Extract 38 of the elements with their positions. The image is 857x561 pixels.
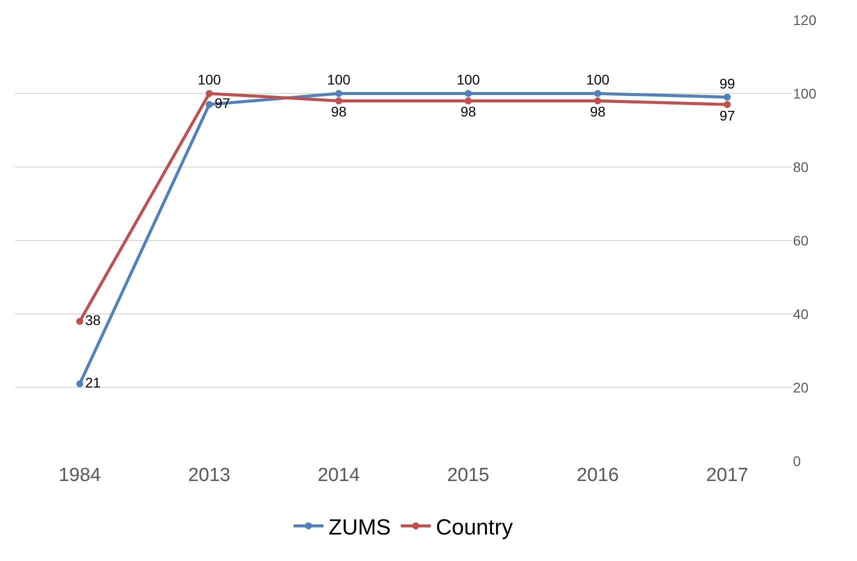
y-tick-label: 20 [793, 379, 809, 396]
y-tick-label: 40 [793, 306, 809, 322]
point [76, 380, 84, 388]
data-label: 97 [719, 107, 736, 124]
data-label: 98 [330, 104, 347, 120]
point [206, 101, 213, 108]
point [206, 90, 213, 97]
data-label: 100 [327, 72, 351, 88]
point [594, 97, 602, 104]
data-label: 38 [85, 312, 101, 328]
data-label: 98 [460, 104, 476, 120]
point [335, 97, 342, 104]
legend-label: ZUMS [328, 514, 391, 540]
x-tick-label: 2015 [447, 465, 490, 486]
point [464, 97, 472, 104]
point [76, 318, 84, 325]
legend-label: Country [436, 514, 513, 540]
point [594, 90, 602, 97]
x-tick-label: 2013 [188, 465, 230, 486]
data-label: 21 [85, 374, 101, 390]
point [335, 90, 342, 97]
data-label: 100 [198, 72, 222, 88]
y-tick-label: 60 [793, 232, 809, 248]
y-tick-label: 0 [793, 452, 801, 469]
point [724, 101, 731, 108]
data-label: 98 [590, 104, 606, 120]
data-label: 100 [586, 72, 610, 88]
x-tick-label: 2016 [576, 465, 619, 486]
x-tick-label: 2014 [318, 465, 360, 486]
x-tick-label: 1984 [58, 465, 102, 486]
x-tick-label: 2017 [706, 465, 748, 486]
point [464, 90, 472, 97]
data-label: 100 [456, 72, 480, 88]
point [724, 94, 731, 101]
data-label: 99 [719, 75, 736, 92]
y-tick-label: 120 [793, 12, 817, 28]
y-tick-label: 100 [793, 85, 817, 102]
y-tick-label: 80 [793, 158, 809, 175]
